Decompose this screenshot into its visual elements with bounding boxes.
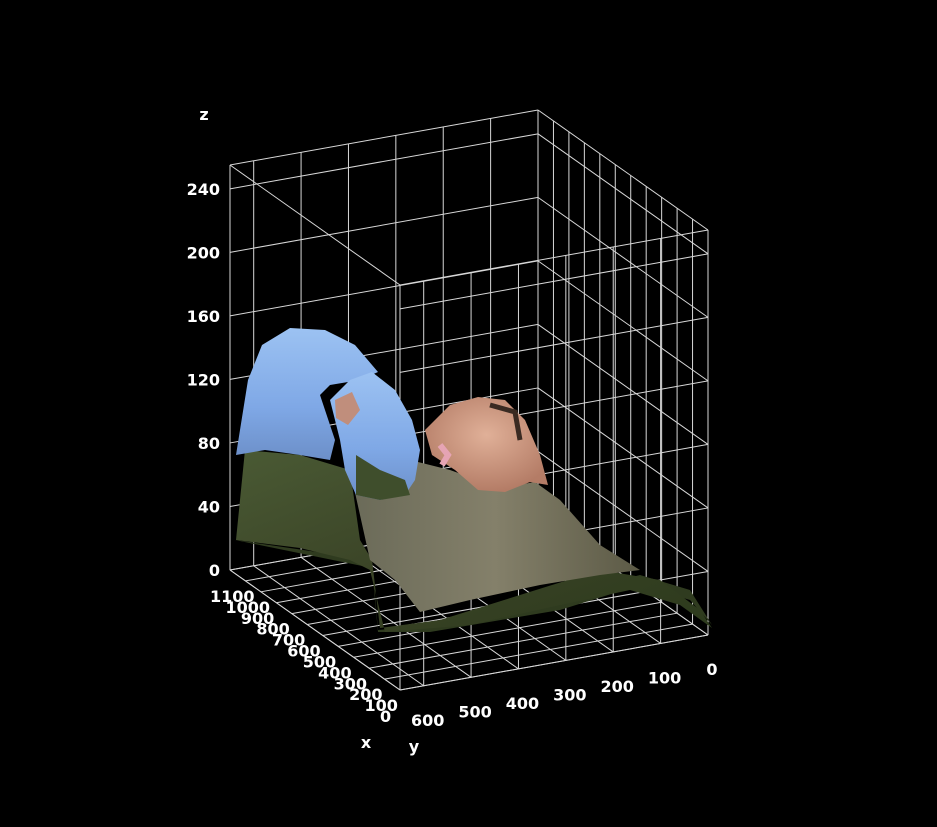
box-edge — [229, 164, 401, 286]
textured-surface — [235, 328, 712, 632]
x-tick-label: 500 — [303, 652, 336, 671]
y-axis-label: y — [409, 737, 420, 756]
back-wall-z-gridline — [537, 196, 709, 318]
floor-x-gridline — [399, 634, 709, 691]
back-wall-z-gridline — [537, 133, 709, 255]
floor-x-gridline — [384, 623, 693, 680]
floor-y-gridline — [300, 556, 472, 678]
x-tick-label: 1100 — [210, 587, 255, 606]
y-tick-label: 600 — [411, 711, 444, 730]
floor-x-gridline — [369, 612, 678, 669]
back-wall-z-gridline — [537, 324, 709, 445]
left-wall-z-gridline — [229, 260, 539, 317]
back-wall-z-gridline — [537, 260, 709, 382]
y-tick-label: 0 — [706, 660, 717, 679]
z-tick-label: 120 — [187, 370, 220, 389]
z-tick-label: 240 — [187, 180, 220, 199]
side-wall-z-gridline — [399, 316, 709, 373]
x-tick-label: 800 — [256, 620, 289, 639]
y-tick-label: 100 — [648, 668, 681, 687]
z-tick-label: 0 — [209, 561, 220, 580]
z-tick-label: 80 — [198, 434, 220, 453]
x-tick-label: 700 — [272, 631, 305, 650]
x-tick-label: 1000 — [225, 598, 270, 617]
back-wall-z-gridline — [537, 387, 709, 509]
z-tick-label: 200 — [187, 243, 220, 262]
x-axis-label: x — [361, 733, 372, 752]
back-wall-z-gridline — [537, 109, 709, 231]
foliage-region — [236, 450, 712, 632]
x-tick-label: 0 — [380, 707, 391, 726]
floor-y-gridline — [253, 565, 424, 687]
y-tick-label: 300 — [553, 685, 586, 704]
y-tick-label: 400 — [506, 694, 539, 713]
floor-x-gridline — [353, 601, 662, 658]
x-tick-label: 900 — [241, 609, 274, 628]
side-wall-z-gridline — [399, 253, 709, 310]
box-edge — [229, 569, 401, 691]
z-axis-label: z — [199, 105, 208, 124]
shirt-peak-left — [236, 328, 378, 460]
axis-ticks: 0408012016020024001002003004005006007008… — [187, 105, 718, 756]
left-wall-z-gridline — [229, 109, 539, 166]
x-tick-label: 200 — [349, 685, 382, 704]
floor-y-gridline — [348, 548, 519, 670]
y-tick-label: 500 — [458, 702, 491, 721]
x-tick-label: 600 — [287, 642, 320, 661]
left-wall-z-gridline — [229, 196, 539, 253]
z-tick-label: 160 — [187, 307, 220, 326]
x-tick-label: 300 — [334, 674, 367, 693]
x-tick-label: 400 — [318, 663, 351, 682]
left-wall-z-gridline — [229, 133, 539, 190]
trunk-region — [350, 460, 640, 612]
y-tick-label: 200 — [601, 677, 634, 696]
z-tick-label: 40 — [198, 497, 220, 516]
x-tick-label: 100 — [365, 696, 398, 715]
side-wall-z-gridline — [399, 229, 709, 286]
